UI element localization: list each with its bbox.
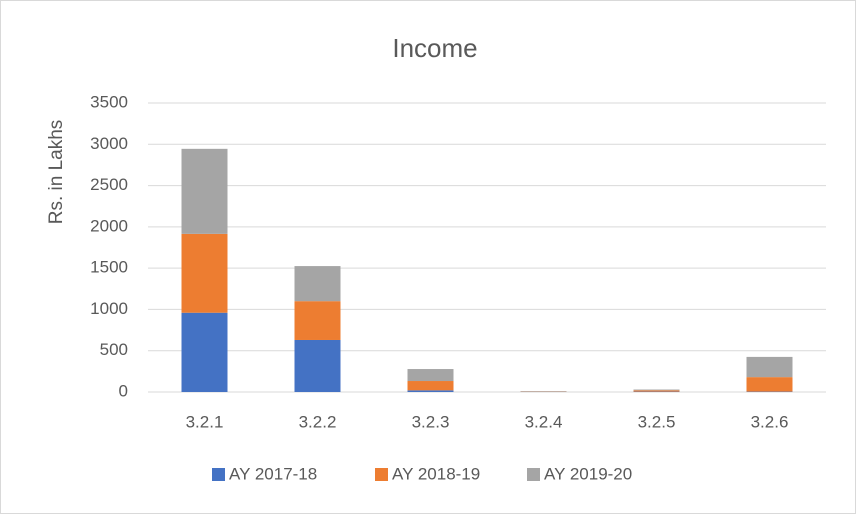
- y-tick-label: 2000: [90, 216, 128, 235]
- x-tick-label: 3.2.4: [525, 412, 563, 431]
- bar-segment: [295, 340, 341, 392]
- chart-title: Income: [392, 33, 477, 63]
- legend-swatch: [212, 468, 225, 481]
- x-tick-label: 3.2.6: [751, 412, 789, 431]
- y-axis-label: Rs. in Lakhs: [46, 120, 67, 225]
- y-tick-label: 1000: [90, 299, 128, 318]
- bar-segment: [408, 369, 454, 381]
- legend-label: AY 2018-19: [392, 464, 480, 483]
- y-tick-label: 3500: [90, 92, 128, 111]
- bar-segment: [747, 377, 793, 391]
- bar-segment: [182, 313, 228, 392]
- x-tick-label: 3.2.3: [412, 412, 450, 431]
- x-tick-label: 3.2.5: [638, 412, 676, 431]
- bar-segment: [295, 266, 341, 301]
- x-tick-label: 3.2.2: [299, 412, 337, 431]
- bar-segment: [408, 381, 454, 390]
- legend-swatch: [375, 468, 388, 481]
- bar-segment: [634, 390, 680, 391]
- bar-segment: [634, 390, 680, 391]
- x-tick-label: 3.2.1: [186, 412, 224, 431]
- legend-label: AY 2019-20: [544, 464, 632, 483]
- y-tick-label: 3000: [90, 134, 128, 153]
- y-tick-label: 2500: [90, 175, 128, 194]
- bar-segment: [182, 234, 228, 313]
- y-tick-label: 0: [119, 381, 128, 400]
- y-tick-label: 500: [100, 340, 128, 359]
- bar-segment: [182, 149, 228, 234]
- bar-segment: [408, 390, 454, 392]
- bar-segment: [747, 357, 793, 377]
- legend-swatch: [527, 468, 540, 481]
- legend-label: AY 2017-18: [229, 464, 317, 483]
- y-tick-label: 1500: [90, 258, 128, 277]
- bar-segment: [295, 301, 341, 340]
